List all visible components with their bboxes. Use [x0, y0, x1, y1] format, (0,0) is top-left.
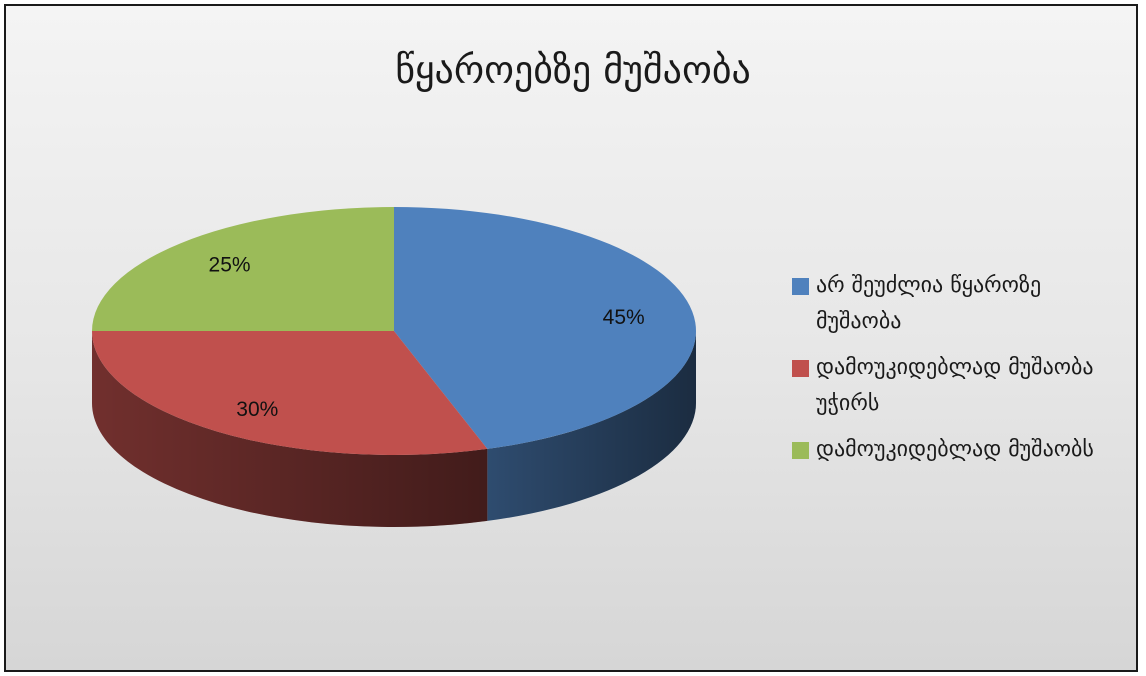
pie-value-labels: 45% 30% 25% — [209, 253, 645, 421]
pie-side-shade-1 — [92, 331, 488, 528]
pie-value-label-1: 30% — [236, 398, 278, 421]
pie-slice-1 — [92, 331, 488, 455]
pie-side-shade-0 — [487, 331, 696, 521]
pie-side-walls — [92, 331, 696, 528]
legend-item: არ შეუძლია წყაროზე მუშაობა — [792, 268, 1132, 340]
legend-swatch-0 — [792, 278, 809, 295]
legend-label: დამოუკიდებლად მუშაობა უჭირს — [816, 355, 1094, 416]
chart-area: წყაროებზე მუშაობა 45% 30% 25% არ შეუძლია წ… — [4, 4, 1138, 672]
pie-value-label-0: 45% — [603, 306, 645, 329]
legend-item: დამოუკიდებლად მუშაობს — [792, 432, 1132, 468]
chart-legend: არ შეუძლია წყაროზე მუშაობა დამოუკიდებლად… — [792, 268, 1132, 478]
legend-label: არ შეუძლია წყაროზე მუშაობა — [816, 273, 1042, 334]
legend-swatch-2 — [792, 442, 809, 459]
legend-swatch-1 — [792, 360, 809, 377]
chart-title: წყაროებზე მუშაობა — [395, 48, 751, 92]
legend-label: დამოუკიდებლად მუშაობს — [816, 437, 1094, 462]
pie-value-label-2: 25% — [209, 253, 251, 276]
pie-top-faces — [92, 207, 696, 455]
legend-item: დამოუკიდებლად მუშაობა უჭირს — [792, 350, 1132, 422]
pie-chart: 45% 30% 25% — [92, 207, 696, 528]
pie-slice-2 — [92, 207, 394, 331]
pie-slice-0 — [394, 207, 696, 449]
